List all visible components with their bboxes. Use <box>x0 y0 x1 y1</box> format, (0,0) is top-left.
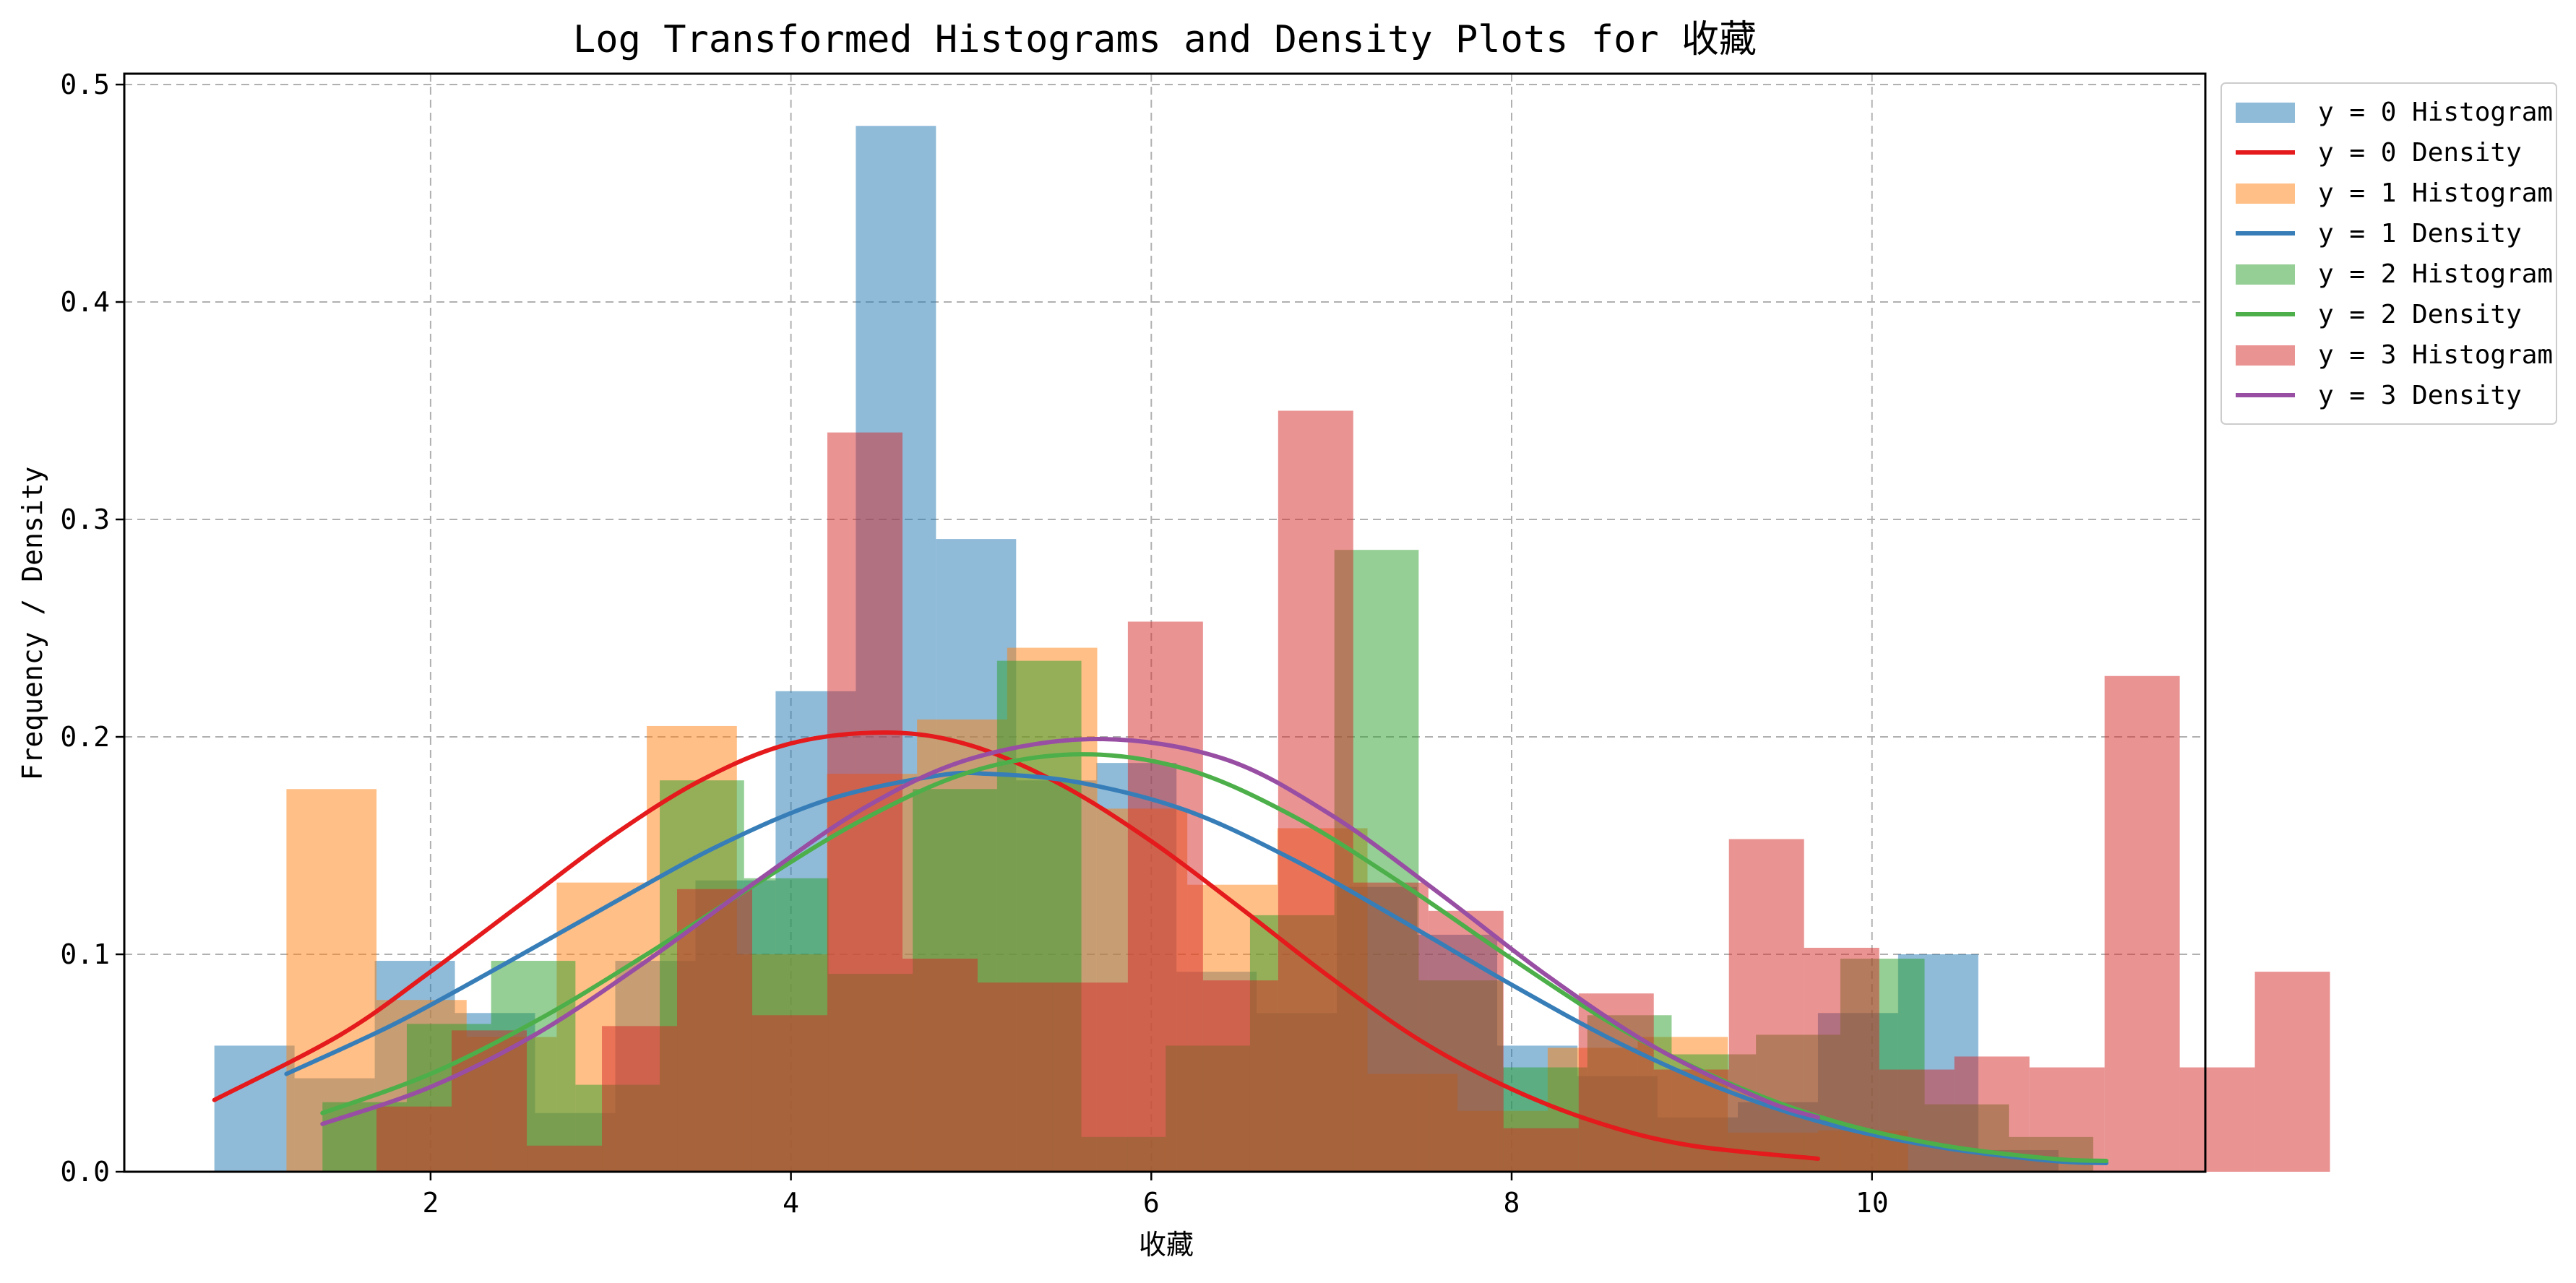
histogram-bar <box>1879 1069 1955 1172</box>
legend-label: y = 1 Density <box>2318 219 2522 249</box>
histogram-bar <box>1202 980 1278 1172</box>
histogram-layer <box>214 126 2330 1172</box>
histogram-bar <box>751 1015 827 1172</box>
y-tick-label: 0.4 <box>60 286 110 318</box>
histogram-bar <box>1353 882 1429 1172</box>
y-tick-label: 0.3 <box>60 504 110 535</box>
histogram-bar <box>1428 910 1504 1172</box>
y-tick-label: 0.5 <box>60 69 110 100</box>
histogram-bar <box>902 959 978 1172</box>
histogram-bar <box>2029 1067 2105 1172</box>
histogram-bar <box>2104 675 2180 1172</box>
x-tick-label: 8 <box>1504 1187 1520 1219</box>
plot-frame <box>123 72 2207 1173</box>
legend-swatch-histogram <box>2236 183 2295 204</box>
histogram-bar <box>1127 621 1203 1172</box>
legend-label: y = 2 Histogram <box>2318 259 2553 289</box>
chart-title: Log Transformed Histograms and Density P… <box>573 18 1757 61</box>
histogram-bar <box>1578 993 1654 1172</box>
y-axis-title: Frequency / Density <box>17 467 48 781</box>
density-line-3 <box>320 737 1820 1126</box>
x-tick-label: 4 <box>783 1187 799 1219</box>
legend-label: y = 3 Histogram <box>2318 340 2553 370</box>
legend-swatch-histogram <box>2236 103 2295 123</box>
legend-box <box>2220 82 2557 425</box>
legend-label: y = 0 Density <box>2318 138 2522 168</box>
histogram-bar <box>1653 1069 1729 1172</box>
legend-label: y = 1 Histogram <box>2318 178 2553 208</box>
density-line-1 <box>284 770 2108 1165</box>
density-line-2 <box>320 752 2108 1163</box>
x-tick-label: 6 <box>1143 1187 1160 1219</box>
histogram-bar <box>2254 972 2330 1172</box>
histogram-bar <box>827 432 903 1172</box>
histogram-bar <box>1728 839 1804 1172</box>
x-tick-label: 10 <box>1856 1187 1889 1219</box>
histogram-bar <box>602 1026 678 1172</box>
y-tick-label: 0.2 <box>60 721 110 753</box>
x-axis-title: 收藏 <box>1139 1229 1194 1261</box>
histogram-bar <box>1804 947 1879 1172</box>
legend-label: y = 0 Histogram <box>2318 98 2553 127</box>
legend: y = 0 Histogram y = 0 Density y = 1 Histog… <box>2220 82 2557 425</box>
histogram-bar <box>677 889 752 1172</box>
y-tick-label: 0.1 <box>60 938 110 970</box>
histogram-bar <box>527 1145 603 1172</box>
legend-swatch-histogram <box>2236 264 2295 285</box>
histogram-bar <box>376 1106 452 1172</box>
y-tick-label: 0.0 <box>60 1156 110 1188</box>
histogram-bar <box>452 1030 527 1172</box>
legend-label: y = 3 Density <box>2318 381 2522 410</box>
legend-label: y = 2 Density <box>2318 300 2522 329</box>
histogram-bar <box>2179 1067 2255 1172</box>
x-tick-label: 2 <box>422 1187 439 1219</box>
tick-layer: 2 4 6 8 10 0.0 0.1 0.2 0.3 0.4 0.5 <box>60 69 1888 1219</box>
density-layer <box>212 730 2108 1165</box>
histogram-bar <box>1052 982 1128 1172</box>
histogram-bar <box>1503 1128 1579 1172</box>
histogram-bar <box>977 982 1053 1172</box>
legend-swatch-histogram <box>2236 345 2295 366</box>
